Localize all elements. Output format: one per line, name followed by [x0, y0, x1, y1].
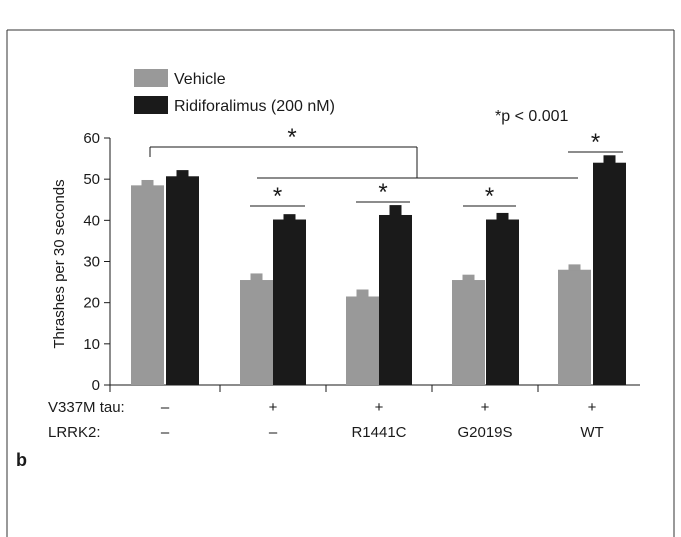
- vehicle-bar: [240, 280, 273, 385]
- vehicle-bar: [131, 185, 164, 385]
- row-value: +: [375, 399, 384, 416]
- row-title: LRRK2:: [48, 424, 101, 441]
- significance-star: *: [591, 129, 600, 156]
- legend-swatch-vehicle: [134, 69, 168, 87]
- vehicle-error-bar: [462, 274, 475, 281]
- significance-star: *: [378, 179, 387, 206]
- bars: [131, 155, 626, 385]
- ridiforalimus-bar: [166, 176, 199, 385]
- significance-star: *: [273, 183, 282, 210]
- y-tick-label: 30: [83, 254, 100, 271]
- significance-star: *: [485, 183, 494, 210]
- y-tick-label: 40: [83, 212, 100, 229]
- legend: Vehicle Ridiforalimus (200 nM): [134, 69, 335, 115]
- vehicle-error-bar: [356, 289, 369, 297]
- ridiforalimus-bar: [273, 219, 306, 385]
- y-tick-label: 10: [83, 336, 100, 353]
- vehicle-bar: [346, 296, 379, 385]
- row-value: WT: [580, 424, 603, 441]
- row-value: R1441C: [351, 424, 406, 441]
- ridiforalimus-error-bar: [389, 205, 402, 216]
- vehicle-error-bar: [141, 179, 154, 186]
- ridiforalimus-error-bar: [283, 214, 296, 221]
- significance-star-main: *: [287, 124, 296, 151]
- significance-brackets: * * * * *: [149, 124, 623, 210]
- y-tick-label: 20: [83, 295, 100, 312]
- row-value: –: [161, 399, 170, 416]
- row-value: +: [481, 399, 490, 416]
- vehicle-error-bar: [568, 264, 581, 271]
- y-tick-label: 0: [92, 377, 100, 394]
- row-value: +: [269, 399, 278, 416]
- vehicle-bar: [558, 269, 591, 385]
- y-tick-label: 50: [83, 171, 100, 188]
- ridiforalimus-bar: [379, 214, 412, 385]
- condition-rows: V337M tau: – + + + + LRRK2: – – R1441C G2019S WT: [48, 399, 604, 441]
- ridiforalimus-bar: [593, 162, 626, 385]
- vehicle-error-bar: [250, 273, 263, 281]
- row-value: +: [588, 399, 597, 416]
- panel-label: b: [16, 450, 27, 470]
- row-title: V337M tau:: [48, 399, 125, 416]
- ridiforalimus-bar: [486, 219, 519, 385]
- legend-label-vehicle: Vehicle: [174, 71, 226, 88]
- legend-swatch-ridiforalimus: [134, 96, 168, 114]
- significance-note: *p < 0.001: [495, 108, 569, 125]
- legend-label-ridiforalimus: Ridiforalimus (200 nM): [174, 98, 335, 115]
- ridiforalimus-error-bar: [176, 170, 189, 177]
- row-value: –: [269, 424, 278, 441]
- row-value: G2019S: [457, 424, 512, 441]
- y-axis-label: Thrashes per 30 seconds: [51, 179, 68, 348]
- ridiforalimus-error-bar: [496, 212, 509, 221]
- ridiforalimus-error-bar: [603, 155, 616, 164]
- vehicle-bar: [452, 280, 485, 385]
- y-tick-label: 60: [83, 130, 100, 147]
- row-value: –: [161, 424, 170, 441]
